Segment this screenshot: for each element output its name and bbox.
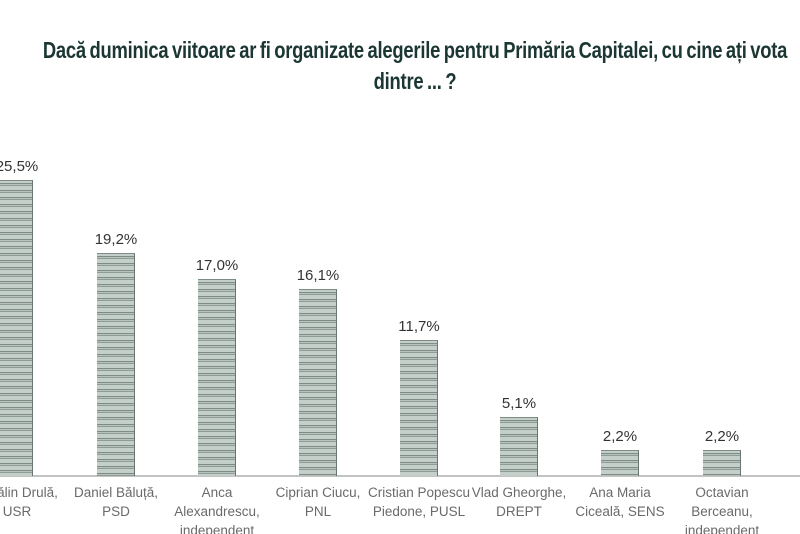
bar xyxy=(703,450,741,476)
bar-value-label: 2,2% xyxy=(704,428,740,445)
bar-value-label: 5,1% xyxy=(501,395,537,412)
bar xyxy=(400,340,438,476)
bar-value-label: 16,1% xyxy=(296,267,340,284)
category-label: Anca Alexandrescu, independent xyxy=(174,485,260,534)
chart-title-line2: dintre ... ? xyxy=(373,68,457,94)
bar xyxy=(601,450,639,476)
category-label: Cristian Popescu Piedone, PUSL xyxy=(367,485,471,519)
category-label: Ana Maria Ciceală, SENS xyxy=(575,485,665,519)
bar-value-label: 11,7% xyxy=(398,318,440,335)
bar xyxy=(198,279,236,476)
bar-value-label: 19,2% xyxy=(94,231,138,248)
bar xyxy=(97,253,135,476)
chart-title: Dacă duminica viitoare ar fi organizate … xyxy=(42,35,788,97)
x-axis-line xyxy=(0,475,800,477)
bar xyxy=(299,289,337,476)
category-label: Daniel Băluță, PSD xyxy=(73,485,159,519)
bar-value-label: 17,0% xyxy=(195,257,239,274)
category-label: Vlad Gheorghe, DREPT xyxy=(471,485,567,519)
bar xyxy=(500,417,538,476)
bar-value-label: 2,2% xyxy=(602,428,638,445)
bar-value-label: 25,5% xyxy=(0,158,39,175)
category-label: Octavian Berceanu, independent xyxy=(684,485,760,534)
category-label: Ciprian Ciucu, PNL xyxy=(275,485,361,519)
category-label: Cătălin Drulă, USR xyxy=(0,485,58,519)
chart-title-line1: Dacă duminica viitoare ar fi organizate … xyxy=(42,37,788,63)
bar xyxy=(0,180,33,476)
